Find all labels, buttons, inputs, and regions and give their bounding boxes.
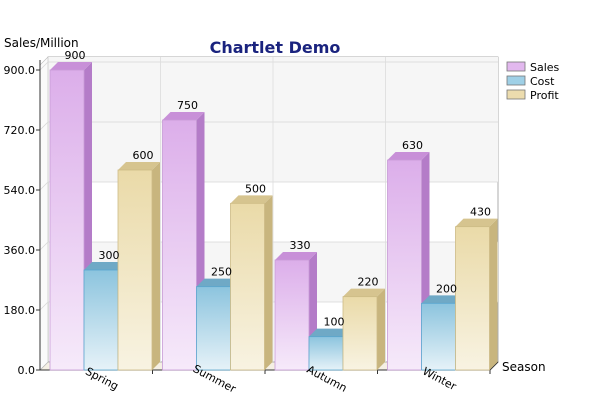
data-label: 500 [245,182,266,195]
y-tick-label: 900.0 [4,64,36,77]
bar-profit-spring [117,162,160,371]
grid-line [39,121,498,131]
side-wall [39,56,49,371]
x-axis-label: Season [502,360,546,374]
bar-front [308,336,344,371]
bar-side [152,162,160,370]
y-tick-label: 720.0 [4,124,36,137]
bar-top [118,162,160,170]
data-label: 200 [436,282,457,295]
bar-front [230,202,265,371]
data-label: 220 [358,276,379,289]
bar-profit-autumn [342,288,385,371]
bar-front [274,259,310,371]
data-label: 430 [470,206,491,219]
bar-sales-winter [387,152,430,371]
grid-line [39,181,498,191]
chart-title: Chartlet Demo [210,38,341,57]
legend-swatch-cost [506,75,526,86]
bar-front [83,269,119,371]
bars [49,62,498,371]
data-label: 900 [65,49,86,62]
bar-front [117,169,153,371]
bar-top [230,195,273,204]
bar-top [50,62,92,70]
bar-front [455,226,490,371]
data-label: 100 [324,316,345,329]
bar-front [342,296,378,371]
bar-side [264,195,273,370]
grid-lines [39,57,498,362]
bar-top [387,152,430,160]
y-tick-label: 0.0 [18,364,36,377]
data-label: 250 [211,266,232,279]
data-label: 300 [99,249,120,262]
bar-front [387,159,422,371]
grid-line [39,61,498,71]
y-tick-label: 540.0 [4,184,36,197]
bar-profit-winter [455,218,498,371]
data-labels: 900 300 600 750 250 500 330 100 220 630 200 430 [65,49,492,329]
bar-profit-summer [230,195,273,371]
bar-top [455,218,498,227]
legend-label-sales: Sales [530,61,560,74]
bar-top [343,288,385,297]
legend-label-profit: Profit [530,89,559,102]
bar-front [421,302,456,371]
data-label: 330 [290,239,311,252]
bar-top [84,262,126,270]
legend-swatch-sales [506,61,526,72]
legend-swatch-profit [506,89,526,100]
data-label: 600 [133,149,154,162]
bar-sales-autumn [274,252,317,371]
x-axis-depth [489,361,499,371]
bar-front [162,119,197,371]
bar-top [275,252,317,260]
bar-side [489,218,498,370]
data-label: 630 [402,139,423,152]
grid-line [39,241,498,251]
bar-top [196,278,239,287]
bar-top [421,295,464,304]
y-tick-label: 180.0 [4,304,36,317]
bar-top [162,112,205,120]
bar-top [309,328,351,337]
bar-front [196,286,231,371]
y-axis-label: Sales/Million [4,36,79,50]
bar-front [49,69,85,371]
bar-side [377,288,385,370]
legend-label-cost: Cost [530,75,555,88]
data-label: 750 [177,99,198,112]
y-tick-label: 360.0 [4,244,36,257]
